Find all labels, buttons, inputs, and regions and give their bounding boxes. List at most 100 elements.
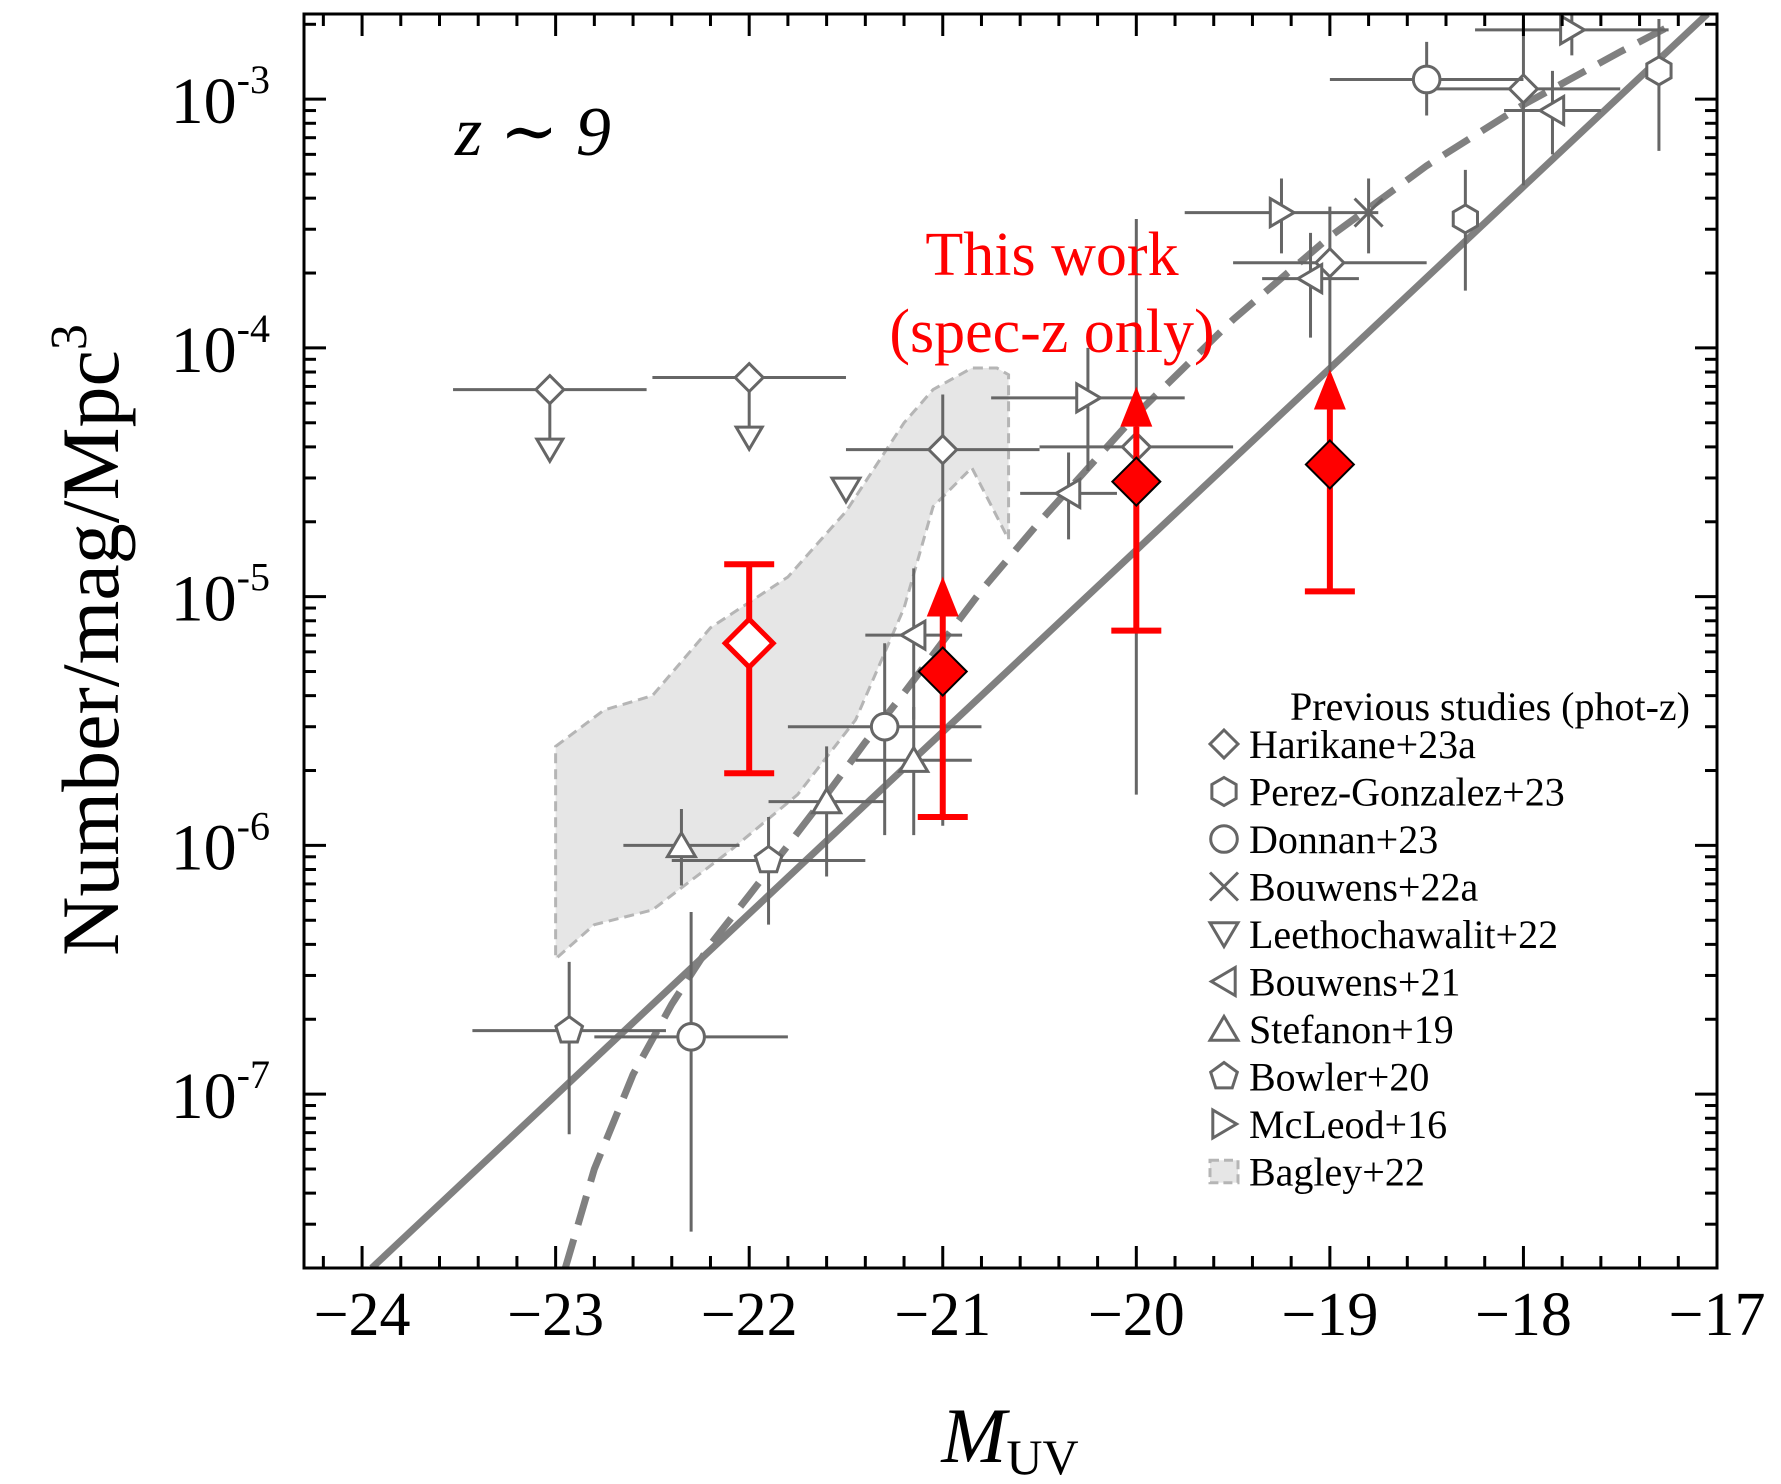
- legend-label: Bowler+20: [1249, 1055, 1429, 1100]
- marker-shape: [1451, 203, 1479, 235]
- series-perez-gonzalez-23: [1451, 19, 1673, 291]
- x-axis-label-main: M: [940, 1392, 1010, 1479]
- data-point: [652, 361, 846, 453]
- marker-shape: [1209, 824, 1239, 854]
- legend-title: Previous studies (phot-z): [1290, 684, 1690, 729]
- data-marker: [829, 476, 863, 505]
- marker-shape: [897, 744, 931, 773]
- series-donnan-23: [594, 41, 1524, 1232]
- series-bouwens-22a: [1353, 178, 1384, 254]
- marker-shape: [869, 711, 900, 742]
- data-point: [1262, 232, 1359, 338]
- data-marker: [926, 433, 959, 466]
- legend-label: Bouwens+22a: [1249, 865, 1478, 910]
- data-point: [671, 817, 866, 925]
- series-leethochawalit-22: [829, 476, 863, 505]
- data-marker: [898, 618, 927, 652]
- marker-shape: [1294, 261, 1324, 296]
- x-tick-label: −21: [894, 1281, 991, 1349]
- data-marker: [1294, 261, 1324, 296]
- x-tick-label: −23: [507, 1281, 604, 1349]
- legend-entry: Bowler+20: [1208, 1055, 1429, 1100]
- legend-label: Harikane+23a: [1249, 722, 1476, 767]
- legend-label: Stefanon+19: [1249, 1007, 1454, 1052]
- marker-shape: [1207, 1013, 1241, 1042]
- legend-entry: Bouwens+21: [1208, 960, 1460, 1005]
- marker-shape: [1208, 964, 1237, 999]
- y-tick-base: 10: [171, 314, 237, 387]
- x-tick-label: −24: [314, 1281, 411, 1349]
- legend-label: Perez-Gonzalez+23: [1249, 770, 1565, 815]
- legend-marker: [1211, 1107, 1240, 1141]
- data-point: [768, 746, 885, 877]
- series-bouwens-21: [865, 70, 1601, 720]
- data-point: [1451, 169, 1479, 291]
- marker-shape: [1268, 195, 1298, 230]
- axis-ticks-layer: −24 −23 −22 −21 −20 −19 −18 −1710-710-610-510-4…: [171, 14, 1765, 1349]
- y-tick-label: 10-6: [171, 803, 270, 884]
- data-marker: [1451, 203, 1479, 235]
- legend-marker: [1208, 871, 1240, 902]
- lower-limit-arrowhead: [1313, 369, 1346, 410]
- data-marker: [733, 361, 766, 394]
- marker-shape: [1208, 1158, 1240, 1185]
- x-tick-label: −22: [701, 1281, 798, 1349]
- y-tick-base: 10: [171, 811, 237, 884]
- data-point: [1645, 19, 1673, 151]
- legend-label: Leethochawalit+22: [1249, 912, 1558, 957]
- this-work-layer: [721, 369, 1356, 821]
- data-point: [1475, 14, 1669, 56]
- this-work-point: [1304, 369, 1356, 595]
- legend-marker: [1207, 1013, 1241, 1042]
- data-marker: [809, 786, 844, 815]
- marker-shape: [829, 476, 863, 505]
- data-marker: [897, 744, 931, 773]
- this-work-marker: [1304, 439, 1356, 490]
- marker-shape: [1411, 64, 1442, 95]
- data-marker: [1645, 55, 1673, 87]
- marker-shape: [554, 1014, 585, 1044]
- data-point: [623, 809, 740, 886]
- y-axis-label-sup: 3: [41, 324, 98, 350]
- y-tick-base: 10: [171, 1060, 237, 1133]
- data-marker: [1268, 195, 1298, 230]
- data-marker: [1507, 72, 1540, 105]
- data-point: [1184, 178, 1379, 254]
- upper-limit-arrow: [733, 425, 765, 453]
- data-marker: [753, 844, 784, 874]
- y-tick-exponent: -4: [237, 306, 270, 351]
- legend-entry: Donnan+23: [1209, 817, 1438, 862]
- data-point: [1353, 178, 1384, 254]
- legend-marker: [1208, 1060, 1240, 1090]
- marker-shape: [898, 618, 927, 652]
- legend-label: Bagley+22: [1249, 1150, 1425, 1195]
- marker-shape: [733, 425, 765, 453]
- marker-shape: [533, 373, 566, 406]
- y-tick-exponent: -6: [237, 803, 270, 848]
- data-marker: [1075, 381, 1104, 415]
- legend: Harikane+23aPerez-Gonzalez+23Donnan+23Bo…: [1207, 722, 1565, 1195]
- plot-frame: [302, 12, 1719, 1270]
- fit-curves-layer: [369, 14, 1710, 1268]
- upper-limit-arrow: [534, 437, 566, 465]
- legend-marker: [1207, 727, 1241, 761]
- legend-entry: Harikane+23a: [1207, 722, 1476, 767]
- legend-entry: McLeod+16: [1211, 1102, 1447, 1147]
- y-tick-base: 10: [171, 563, 237, 636]
- fit-line-solid: [369, 14, 1710, 1268]
- data-point: [453, 373, 647, 465]
- fit-line-dashed: [561, 18, 1680, 1268]
- data-marker: [1559, 14, 1588, 47]
- data-point: [865, 568, 963, 720]
- series-bowler-20: [472, 817, 866, 1135]
- data-marker: [1536, 93, 1566, 128]
- y-axis-label-text: Number/mag/Mpc: [45, 350, 136, 956]
- y-tick-base: 10: [171, 65, 237, 138]
- data-point: [594, 911, 788, 1232]
- panel-label: z ∼ 9: [454, 94, 611, 171]
- this-work-point: [721, 561, 777, 777]
- marker-shape: [1211, 1107, 1240, 1141]
- marker-shape: [809, 786, 844, 815]
- marker-shape: [676, 1022, 706, 1052]
- legend-marker: [1208, 964, 1237, 999]
